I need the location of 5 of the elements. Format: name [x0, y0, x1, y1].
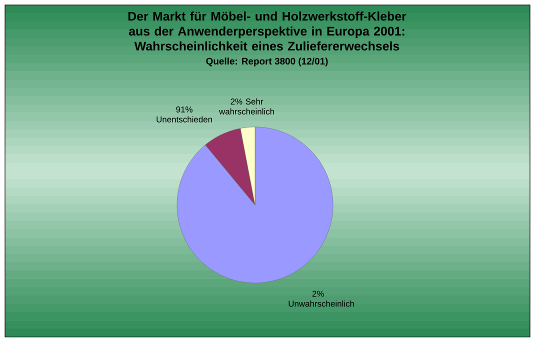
- chart-subtitle: Quelle: Report 3800 (12/01): [206, 58, 328, 66]
- slice-label: 2% Sehr wahrscheinlich: [219, 98, 274, 115]
- slice-label: 91% Unentschieden: [156, 106, 212, 122]
- chart-title: Der Markt für Möbel- und Holzwerkstoff-Kleber aus der Anwenderperspektive in Europa 2001: Wahrscheinlichkeit eines Zuliefererwechsels: [128, 12, 406, 51]
- slice-label: 2% Unwahrscheinlich: [288, 290, 354, 307]
